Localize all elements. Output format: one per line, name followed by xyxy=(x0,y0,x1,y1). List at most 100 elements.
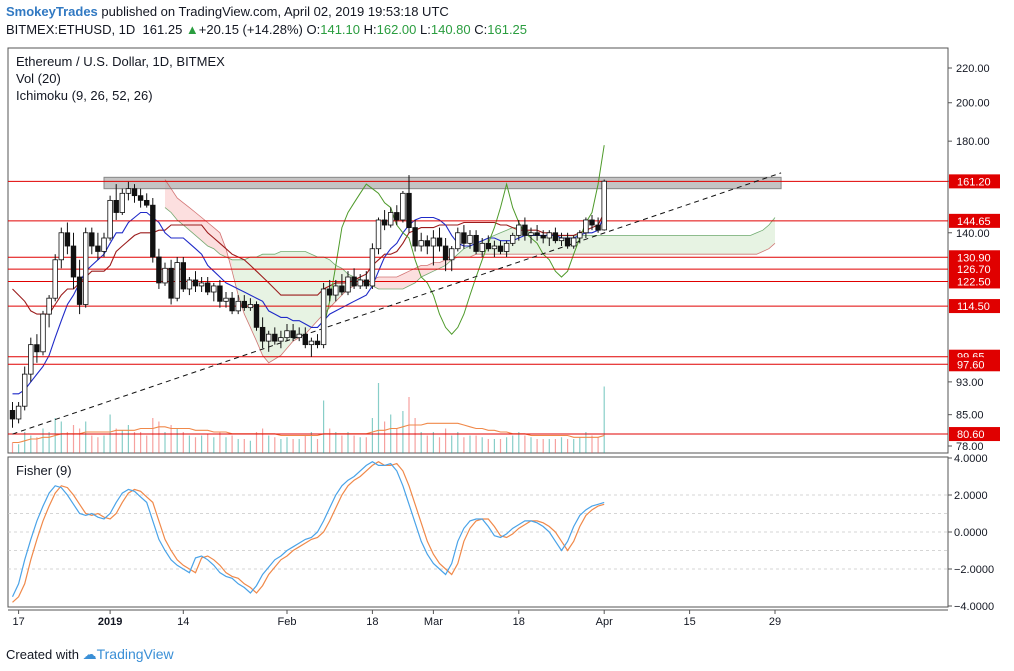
candle-body xyxy=(198,282,205,287)
time-label: Apr xyxy=(596,616,613,628)
time-label: 18 xyxy=(513,616,525,628)
volume-bar xyxy=(72,425,75,453)
volume-bar xyxy=(396,428,398,453)
publish-header: SmokeyTrades published on TradingView.co… xyxy=(6,4,449,19)
volume-bar xyxy=(42,428,44,453)
candle-body xyxy=(326,288,333,296)
time-label: Feb xyxy=(278,616,297,628)
price-tick-label: 200.00 xyxy=(956,98,990,110)
volume-bar xyxy=(36,437,38,453)
level-label: 97.60 xyxy=(957,359,985,371)
volume-bar xyxy=(207,433,209,453)
volume-bar xyxy=(274,437,276,453)
volume-bar xyxy=(426,435,428,453)
volume-legend[interactable]: Vol (20) xyxy=(16,71,61,86)
volume-bar xyxy=(560,437,563,453)
candle-body xyxy=(272,333,278,342)
created-with-label: Created with xyxy=(6,647,79,662)
author-link[interactable]: SmokeyTrades xyxy=(6,4,98,19)
candle-body xyxy=(204,282,211,293)
candle-body xyxy=(21,373,28,407)
level-label: 126.70 xyxy=(957,264,991,276)
candle-body xyxy=(76,276,83,305)
fisher-legend[interactable]: Fisher (9) xyxy=(16,463,72,478)
level-label-box xyxy=(949,299,1000,314)
publish-info: published on TradingView.com, April 02, … xyxy=(101,4,449,19)
candle-body xyxy=(235,300,241,312)
level-label: 114.50 xyxy=(957,301,990,313)
price-tick-label: 93.00 xyxy=(956,377,984,389)
candle-body xyxy=(52,259,58,299)
candle-body xyxy=(387,212,394,226)
level-label-box xyxy=(949,427,1000,442)
candle-body xyxy=(491,245,498,250)
price-tick-label: 85.00 xyxy=(956,410,984,422)
volume-bar xyxy=(384,421,386,453)
candle-body xyxy=(15,405,22,420)
fisher-tick-label: −4.0000 xyxy=(954,601,994,613)
candle-body xyxy=(571,237,577,247)
candle-body xyxy=(174,262,180,299)
volume-bar xyxy=(438,437,441,453)
volume-bar xyxy=(310,432,312,453)
volume-bar xyxy=(201,435,203,453)
candle-body xyxy=(369,248,376,287)
candle-body xyxy=(241,300,247,309)
volume-bar xyxy=(127,425,129,453)
candle-body xyxy=(564,237,571,247)
volume-bar xyxy=(524,435,526,453)
volume-bar xyxy=(219,432,221,453)
volume-bar xyxy=(48,432,50,453)
volume-bar xyxy=(286,437,288,453)
candle-body xyxy=(162,267,168,284)
candle-body xyxy=(143,199,150,206)
candle-body xyxy=(497,245,504,252)
candle-body xyxy=(314,340,321,346)
volume-bar xyxy=(585,432,587,453)
chikou-span-line xyxy=(323,145,605,335)
level-label: 130.90 xyxy=(957,252,991,264)
candle-body xyxy=(595,224,601,231)
candle-body xyxy=(430,237,437,247)
close-value: 161.25 xyxy=(487,22,528,37)
chart-title: Ethereum / U.S. Dollar, 1D, BITMEX xyxy=(16,54,225,69)
level-label: 144.65 xyxy=(957,216,991,228)
ohlc-header: BITMEX:ETHUSD, 1D 161.25 ▲+20.15 (+14.28… xyxy=(6,22,527,37)
candle-body xyxy=(534,232,540,236)
tradingview-logo-icon[interactable]: ☁ xyxy=(82,646,97,662)
volume-bar xyxy=(432,432,434,453)
volume-bar xyxy=(481,437,483,453)
candle-body xyxy=(479,242,485,252)
volume-bar xyxy=(457,432,459,453)
volume-bar xyxy=(329,428,331,453)
volume-bar xyxy=(542,439,544,453)
volume-bar xyxy=(341,435,343,453)
candle-body xyxy=(528,232,534,236)
volume-bar xyxy=(30,435,32,453)
candle-body xyxy=(119,192,125,213)
volume-bar xyxy=(188,435,190,453)
volume-bar xyxy=(567,439,569,453)
volume-bar xyxy=(316,439,319,453)
candle-body xyxy=(247,304,254,309)
volume-bar xyxy=(225,437,227,453)
tradingview-brand[interactable]: TradingView xyxy=(96,646,174,662)
low-value: 140.80 xyxy=(430,22,471,37)
candle-body xyxy=(351,276,357,287)
candle-body xyxy=(552,232,559,242)
volume-bar xyxy=(512,435,514,453)
symbol-label: BITMEX:ETHUSD, 1D xyxy=(6,22,136,37)
ichimoku-legend[interactable]: Ichimoku (9, 26, 52, 26) xyxy=(16,88,153,103)
volume-bar xyxy=(170,425,172,453)
volume-bar xyxy=(115,428,117,453)
volume-bar xyxy=(140,432,142,453)
candle-body xyxy=(9,410,16,420)
candle-body xyxy=(345,276,351,293)
volume-bar xyxy=(323,400,325,453)
fisher-tick-label: −2.0000 xyxy=(954,564,994,576)
kumo-bull-segment xyxy=(451,217,775,260)
candle-body xyxy=(509,234,516,244)
volume-bar xyxy=(353,435,355,453)
volume-bar xyxy=(194,437,197,453)
